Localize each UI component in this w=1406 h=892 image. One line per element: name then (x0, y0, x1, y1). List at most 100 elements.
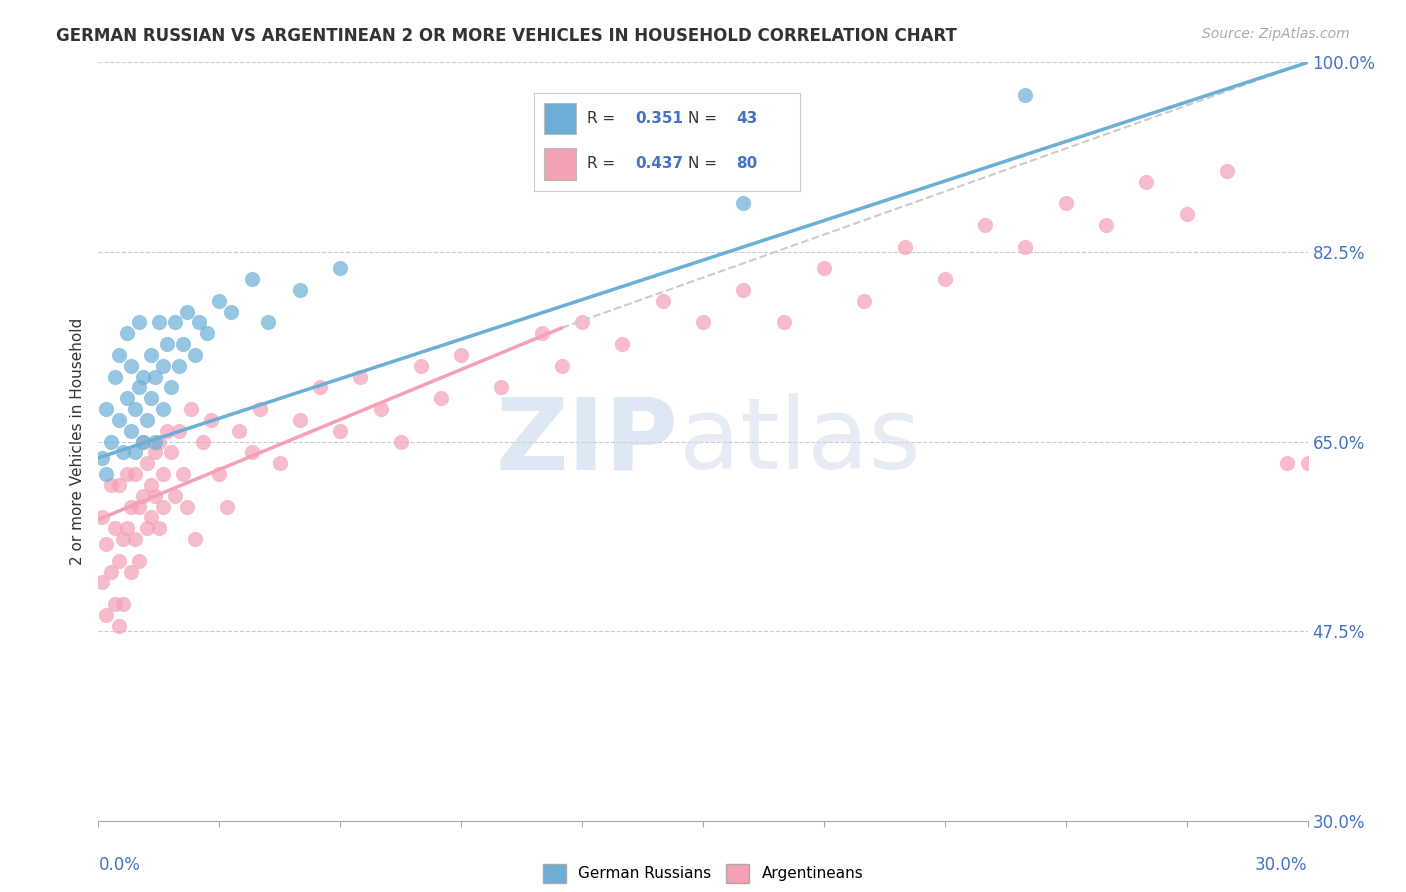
Point (139, 510, 162, 524)
Point (733, 196, 755, 211)
Point (172, 337, 194, 351)
Point (107, 348, 129, 362)
Point (128, 315, 150, 329)
Point (103, 597, 125, 611)
Point (208, 467, 231, 481)
Point (184, 348, 207, 362)
Point (96, 467, 118, 481)
Point (91, 575, 114, 590)
Point (256, 315, 278, 329)
Y-axis label: 2 or more Vehicles in Household: 2 or more Vehicles in Household (69, 318, 84, 566)
Point (491, 380, 513, 394)
Point (176, 500, 198, 514)
Point (813, 261, 835, 276)
Point (103, 521, 125, 535)
Point (100, 478, 122, 492)
Point (111, 445, 134, 459)
Point (370, 402, 392, 417)
Text: GERMAN RUSSIAN VS ARGENTINEAN 2 OR MORE VEHICLES IN HOUSEHOLD CORRELATION CHART: GERMAN RUSSIAN VS ARGENTINEAN 2 OR MORE … (56, 27, 957, 45)
Point (612, 337, 634, 351)
Point (111, 597, 134, 611)
Point (152, 500, 174, 514)
Point (103, 369, 125, 384)
Text: atlas: atlas (679, 393, 921, 490)
Point (180, 402, 202, 417)
Point (120, 500, 142, 514)
Point (172, 467, 194, 481)
Point (107, 478, 129, 492)
Point (167, 424, 190, 438)
Point (135, 413, 157, 427)
Point (329, 424, 352, 438)
Point (195, 326, 218, 341)
Point (135, 456, 157, 470)
Text: ZIP: ZIP (496, 393, 679, 490)
Point (184, 532, 207, 546)
Point (288, 283, 311, 297)
Point (389, 434, 412, 449)
Point (148, 434, 170, 449)
Point (208, 293, 231, 308)
Text: Source: ZipAtlas.com: Source: ZipAtlas.com (1202, 27, 1350, 41)
Point (853, 293, 876, 308)
Point (228, 424, 250, 438)
Point (200, 413, 222, 427)
Point (1014, 239, 1036, 253)
Point (772, 315, 794, 329)
Point (733, 283, 755, 297)
Point (96, 607, 118, 622)
Point (139, 348, 162, 362)
Point (128, 380, 150, 394)
Point (128, 500, 150, 514)
Point (143, 445, 166, 459)
Point (217, 500, 239, 514)
Point (100, 565, 122, 579)
Point (132, 434, 155, 449)
Point (240, 445, 263, 459)
Point (115, 467, 138, 481)
Point (132, 489, 155, 503)
Point (551, 359, 574, 373)
Point (1054, 196, 1077, 211)
Point (132, 434, 155, 449)
Point (143, 369, 166, 384)
Point (974, 218, 997, 232)
Point (188, 315, 211, 329)
Point (409, 359, 432, 373)
Point (1014, 87, 1036, 102)
Point (120, 565, 142, 579)
Point (163, 489, 186, 503)
Point (120, 424, 142, 438)
Point (107, 618, 129, 632)
Point (1277, 456, 1299, 470)
Point (163, 315, 186, 329)
Point (167, 359, 190, 373)
Point (193, 434, 215, 449)
Point (107, 554, 129, 568)
Point (148, 521, 170, 535)
Point (692, 315, 714, 329)
Point (143, 434, 166, 449)
Point (156, 337, 179, 351)
Point (249, 402, 271, 417)
Legend: German Russians, Argentineans: German Russians, Argentineans (537, 858, 869, 888)
Point (309, 380, 332, 394)
Point (100, 434, 122, 449)
Point (160, 380, 183, 394)
Point (651, 293, 673, 308)
Point (221, 304, 243, 318)
Point (152, 359, 174, 373)
Point (1175, 207, 1198, 221)
Point (143, 489, 166, 503)
Point (156, 424, 179, 438)
Point (124, 445, 146, 459)
Point (96, 402, 118, 417)
Point (1216, 163, 1239, 178)
Point (135, 521, 157, 535)
Point (111, 532, 134, 546)
Point (349, 369, 371, 384)
Point (1296, 456, 1319, 470)
Point (91, 450, 114, 465)
Point (107, 413, 129, 427)
Point (240, 272, 263, 286)
